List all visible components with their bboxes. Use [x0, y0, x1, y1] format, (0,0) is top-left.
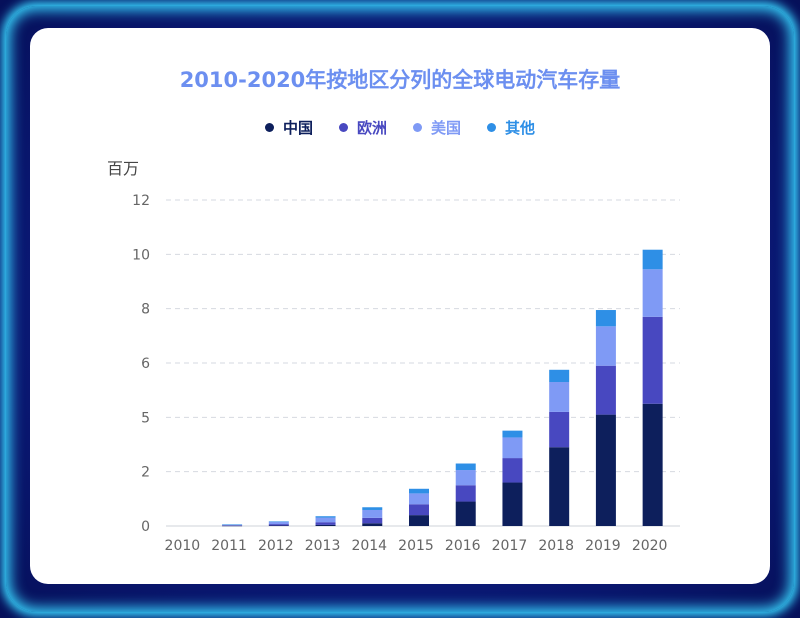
- bar-segment: [409, 488, 429, 494]
- legend-label-usa: 美国: [431, 119, 462, 137]
- bar-segment: [642, 269, 663, 317]
- bar-segment: [315, 516, 336, 518]
- y-tick-label: 2: [141, 465, 150, 481]
- bar-segment: [409, 493, 429, 505]
- x-tick-label: 2016: [445, 538, 481, 554]
- bar-segment: [502, 437, 523, 459]
- x-tick-label: 2020: [632, 538, 668, 554]
- x-tick-label: 2010: [165, 538, 201, 554]
- bar-segment: [595, 414, 616, 526]
- x-tick-label: 2017: [492, 538, 528, 554]
- bar-segment: [315, 517, 336, 523]
- bar-segment: [362, 507, 383, 510]
- y-tick-label: 0: [141, 519, 150, 535]
- bar-segment: [455, 470, 476, 486]
- bar-segment: [455, 463, 476, 471]
- legend-label-other: 其他: [505, 119, 536, 137]
- bar-segment: [502, 458, 523, 483]
- bar-segment: [549, 447, 570, 526]
- legend-item-usa: 美国: [413, 117, 461, 138]
- bar-segment: [455, 501, 476, 526]
- bar-segment: [222, 524, 243, 526]
- bar-segment: [549, 411, 570, 448]
- bar-segment: [642, 249, 663, 270]
- bar-segment: [362, 517, 383, 524]
- chart-plot-area: 0 2 5 6 8 10 12 2010 2011 2012 2013 2014 2015 2016 201…: [132, 193, 680, 554]
- y-tick-label: 12: [132, 193, 150, 209]
- bar-segment: [268, 524, 289, 526]
- y-tick-label: 6: [141, 356, 150, 372]
- bar-segment: [268, 521, 289, 525]
- bar-segment: [409, 515, 429, 526]
- x-tick-label: 2019: [585, 538, 621, 554]
- chart-title: 2010-2020年按地区分列的全球电动汽车存量: [179, 68, 621, 92]
- legend-label-china: 中国: [282, 119, 313, 137]
- x-tick-label: 2015: [398, 538, 434, 554]
- bar-segment: [222, 525, 243, 527]
- y-tick-label: 5: [141, 410, 150, 426]
- bar-segment: [595, 326, 616, 366]
- bar-segment: [268, 521, 289, 522]
- y-tick-label: 8: [141, 302, 150, 318]
- x-tick-label: 2014: [351, 538, 387, 554]
- x-tick-label: 2012: [258, 538, 294, 554]
- legend-dot-other: [487, 123, 497, 132]
- legend-item-europe: 欧洲: [338, 117, 387, 138]
- legend-dot-europe: [338, 123, 348, 132]
- chart-card: 2010-2020年按地区分列的全球电动汽车存量 中国 欧洲 美国 其他 百万 …: [30, 28, 770, 584]
- x-tick-label: 2018: [538, 538, 574, 554]
- bar-segment: [502, 482, 523, 526]
- bar-segment: [362, 509, 383, 518]
- x-tick-label: 2011: [211, 538, 247, 554]
- x-tick-label: 2013: [305, 538, 341, 554]
- bar-segment: [595, 310, 616, 327]
- bar-segment: [642, 316, 663, 404]
- legend-dot-usa: [413, 123, 422, 132]
- bar-segment: [642, 403, 663, 526]
- bar-segment: [549, 382, 570, 412]
- legend: 中国 欧洲 美国 其他: [30, 117, 770, 138]
- bar-segment: [455, 485, 476, 502]
- bar-segment: [549, 369, 570, 383]
- bar-segment: [222, 524, 243, 525]
- legend-item-china: 中国: [264, 117, 313, 138]
- bar-segment: [268, 525, 289, 526]
- bar-segment: [595, 365, 616, 415]
- bar-segment: [409, 504, 429, 516]
- bar-segment: [315, 524, 336, 526]
- bar-segment: [315, 522, 336, 525]
- y-tick-label: 10: [132, 247, 150, 263]
- legend-item-other: 其他: [487, 117, 535, 138]
- legend-dot-china: [264, 123, 274, 132]
- bar-segment: [502, 430, 523, 438]
- y-axis-unit-label: 百万: [107, 159, 140, 178]
- bar-segment: [222, 525, 243, 526]
- bar-segment: [362, 523, 383, 526]
- legend-label-europe: 欧洲: [356, 119, 387, 137]
